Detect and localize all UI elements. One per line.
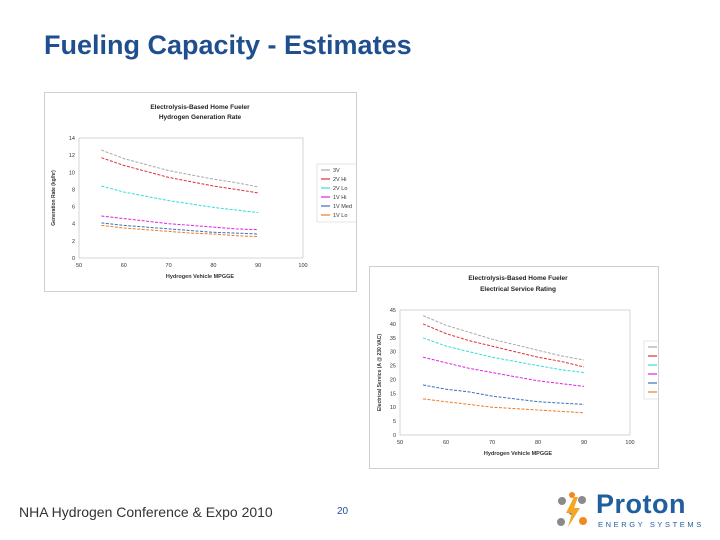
- x-tick-label: 50: [76, 263, 82, 269]
- x-tick-label: 100: [625, 440, 634, 446]
- y-tick-label: 14: [69, 136, 75, 142]
- plot-area: [78, 137, 304, 259]
- series-line: [422, 398, 585, 414]
- series-line: [101, 157, 259, 194]
- y-tick-label: 15: [390, 391, 396, 397]
- series-line: [101, 222, 259, 235]
- y-tick-label: 30: [390, 350, 396, 356]
- series-line: [101, 224, 259, 238]
- y-tick-label: 10: [69, 170, 75, 176]
- y-tick-label: 45: [390, 308, 396, 314]
- plot-area: [399, 309, 631, 436]
- y-tick-label: 25: [390, 364, 396, 370]
- proton-logo: Proton ENERGY SYSTEMS: [552, 489, 712, 533]
- chart-subtitle: Hydrogen Generation Rate: [159, 114, 242, 121]
- series-line: [422, 384, 585, 405]
- generation-rate-chart: Electrolysis-Based Home Fueler Hydrogen G…: [44, 92, 357, 292]
- y-tick-label: 35: [390, 336, 396, 342]
- x-tick-label: 90: [581, 440, 587, 446]
- y-axis-label: Generation Rate (kg/hr): [51, 170, 57, 226]
- page-number: 20: [337, 506, 349, 517]
- y-tick-label: 20: [390, 377, 396, 383]
- chart-title: Electrolysis-Based Home Fueler: [150, 104, 250, 111]
- x-tick-label: 60: [443, 440, 449, 446]
- proton-logo-mark-icon: [557, 492, 587, 527]
- y-tick-label: 2: [72, 239, 75, 245]
- series-line: [101, 185, 259, 214]
- x-axis-label: Hydrogen Vehicle MPGGE: [166, 274, 234, 280]
- legend-box: [643, 340, 658, 400]
- x-tick-label: 80: [535, 440, 541, 446]
- y-tick-label: 10: [390, 405, 396, 411]
- x-tick-label: 70: [166, 263, 172, 269]
- logo-name: Proton: [596, 489, 686, 519]
- y-tick-label: 8: [72, 187, 75, 193]
- series-line: [422, 337, 585, 373]
- series-line: [422, 356, 585, 387]
- electrical-service-chart-svg: Electrolysis-Based Home Fueler Electrical…: [377, 275, 658, 457]
- y-tick-label: 40: [390, 322, 396, 328]
- legend-label: 3V: [333, 168, 340, 174]
- x-tick-label: 50: [397, 440, 403, 446]
- legend-label: 1V Hi: [333, 195, 346, 201]
- y-tick-label: 4: [72, 222, 75, 228]
- footer-text: NHA Hydrogen Conference & Expo 2010: [19, 504, 273, 520]
- y-tick-label: 0: [72, 256, 75, 262]
- series-line: [101, 215, 259, 231]
- x-tick-label: 60: [121, 263, 127, 269]
- series-line: [422, 323, 585, 368]
- chart-subtitle: Electrical Service Rating: [480, 286, 556, 293]
- y-axis-label: Electrical Service (A @ 230 VAC): [377, 334, 383, 411]
- y-tick-label: 5: [393, 419, 396, 425]
- series-line: [101, 149, 259, 188]
- x-tick-label: 80: [210, 263, 216, 269]
- x-tick-label: 100: [298, 263, 307, 269]
- y-tick-label: 12: [69, 153, 75, 159]
- x-tick-label: 90: [255, 263, 261, 269]
- y-tick-label: 0: [393, 433, 396, 439]
- chart-title: Electrolysis-Based Home Fueler: [468, 275, 568, 282]
- legend-label: 2V Lo: [333, 186, 347, 192]
- series-line: [422, 315, 585, 361]
- legend-box: [316, 163, 356, 223]
- slide-title: Fueling Capacity - Estimates: [44, 30, 412, 60]
- y-tick-label: 6: [72, 205, 75, 211]
- electrical-service-chart: Electrolysis-Based Home Fueler Electrical…: [369, 266, 659, 469]
- legend-label: 1V Lo: [333, 213, 347, 219]
- generation-rate-chart-svg: Electrolysis-Based Home Fueler Hydrogen G…: [51, 104, 356, 280]
- legend-label: 2V Hi: [333, 177, 346, 183]
- x-tick-label: 70: [489, 440, 495, 446]
- legend-label: 1V Med: [333, 204, 352, 210]
- logo-tagline: ENERGY SYSTEMS: [598, 520, 704, 529]
- x-axis-label: Hydrogen Vehicle MPGGE: [484, 451, 552, 457]
